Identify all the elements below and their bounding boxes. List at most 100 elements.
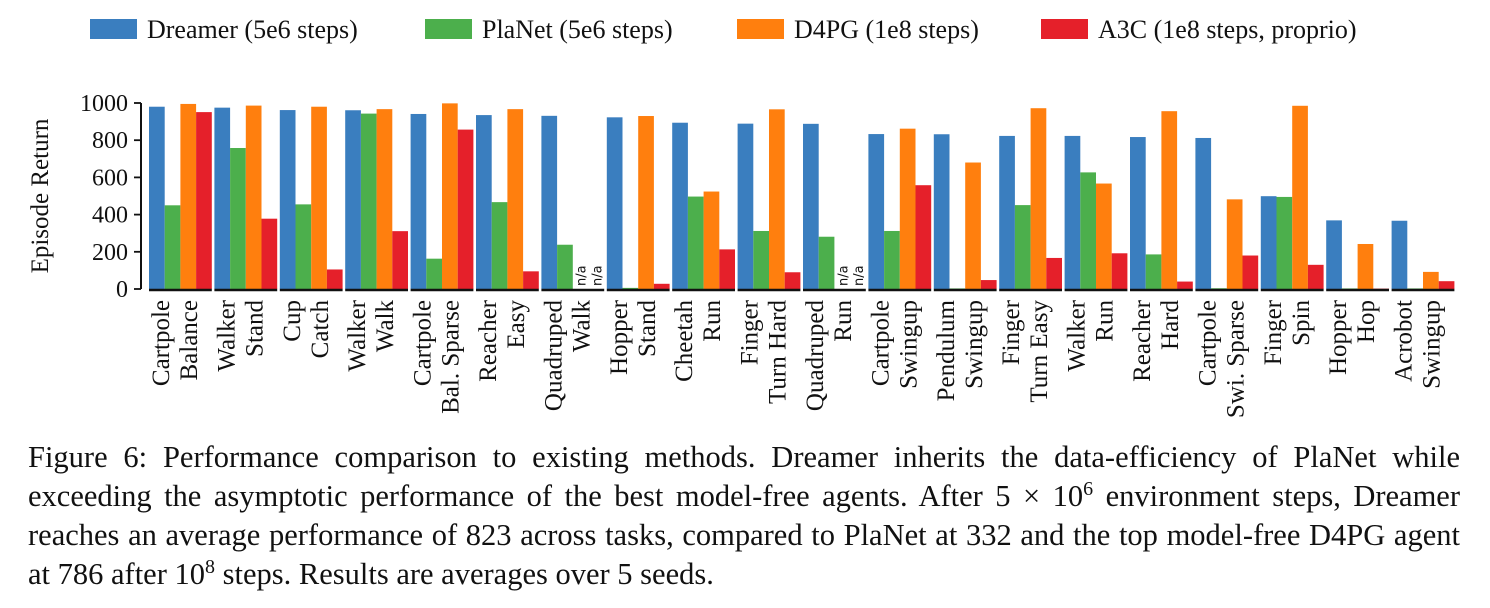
category-label-13-line-1: Pendulum: [933, 299, 960, 401]
bar-1-15: [1064, 135, 1081, 289]
category-label-17-line-1: Cartpole: [1194, 300, 1221, 386]
category-label-15-line-1: Walker: [1064, 299, 1091, 371]
bar-2-7: [557, 244, 573, 289]
bar-2-10: [753, 230, 769, 289]
bar-3-1: [180, 103, 197, 290]
category-label-4-line-2: Walk: [372, 300, 399, 353]
y-tick-label-400: 400: [92, 203, 128, 229]
bar-2-1: [164, 205, 181, 289]
bar-3-16: [1161, 111, 1178, 290]
bar-4-3: [326, 269, 343, 289]
caption-text-2: environment steps, Dreamer reaches an av…: [28, 479, 1460, 591]
bar-3-9: [703, 191, 720, 289]
category-label-14-line-1: Finger: [998, 299, 1025, 365]
bar-3-4: [376, 109, 393, 289]
bar-1-5: [410, 113, 427, 289]
bar-3-10: [769, 109, 785, 289]
category-label-6-line-2: Easy: [503, 300, 530, 349]
category-label-5-line-1: Cartpole: [410, 300, 437, 386]
bar-chart: Dreamer (5e6 steps) PlaNet (5e6 steps) D4P…: [27, 15, 1455, 418]
legend-swatch-4: [1041, 19, 1088, 39]
bar-4-1: [196, 112, 212, 289]
bar-4-10: [784, 272, 801, 289]
bar-3-13: [965, 162, 981, 289]
category-label-5-line-2: Bal. Sparse: [438, 300, 465, 414]
category-label-3-line-2: Catch: [307, 300, 334, 359]
bar-4-6: [523, 271, 539, 289]
bar-2-14: [1014, 205, 1031, 289]
category-label-19-line-2: Hop: [1353, 300, 1380, 343]
bar-1-3: [279, 110, 296, 289]
bar-3-8: [638, 116, 654, 290]
bar-1-13: [933, 134, 950, 289]
bar-2-17: [1211, 288, 1227, 289]
bar-3-5: [442, 103, 458, 290]
bar-4-14: [1046, 257, 1062, 289]
bar-4-13: [980, 280, 997, 289]
bar-2-13: [949, 288, 966, 289]
bar-3-6: [507, 109, 524, 289]
na-label-4-7: n/a: [590, 265, 605, 286]
bar-3-20: [1423, 271, 1439, 289]
category-label-15-line-2: Run: [1092, 300, 1119, 342]
bar-1-14: [999, 135, 1015, 289]
bar-1-18: [1260, 196, 1277, 289]
legend-label-4: A3C (1e8 steps, proprio): [1098, 15, 1357, 44]
bar-1-4: [345, 110, 361, 289]
bar-2-15: [1080, 172, 1096, 289]
legend-label-2: PlaNet (5e6 steps): [482, 15, 673, 44]
bar-1-2: [214, 107, 231, 290]
bar-3-2: [245, 105, 262, 289]
category-label-16-line-1: Reacher: [1129, 299, 1156, 382]
legend-swatch-3: [737, 19, 784, 39]
bar-1-19: [1326, 220, 1342, 289]
category-label-11-line-1: Quadruped: [802, 300, 829, 412]
category-label-18-line-2: Spin: [1288, 300, 1315, 346]
bar-4-12: [915, 185, 932, 289]
category-label-11-line-2: Run: [830, 300, 857, 342]
category-label-8-line-2: Stand: [634, 300, 661, 357]
category-label-3-line-1: Cup: [279, 300, 306, 342]
y-tick-label-1000: 1000: [80, 91, 128, 117]
bar-1-10: [737, 123, 754, 290]
bar-1-8: [606, 117, 623, 289]
y-tick-label-800: 800: [92, 128, 128, 154]
bar-3-3: [311, 106, 327, 289]
bar-3-19: [1357, 243, 1374, 289]
category-label-20-line-2: Swingup: [1419, 300, 1446, 389]
bar-2-11: [818, 236, 835, 289]
category-label-7-line-2: Walk: [568, 300, 595, 353]
bar-2-12: [884, 230, 900, 289]
legend-label-1: Dreamer (5e6 steps): [147, 15, 358, 44]
bar-2-3: [295, 204, 312, 289]
bar-3-18: [1292, 105, 1308, 289]
category-label-10-line-2: Turn Hard: [765, 300, 792, 404]
bar-4-2: [261, 218, 278, 289]
category-label-4-line-1: Walker: [344, 299, 371, 371]
bar-4-4: [392, 231, 408, 289]
bar-2-20: [1407, 288, 1423, 289]
category-label-18-line-1: Finger: [1260, 299, 1287, 365]
caption-text-3: steps. Results are averages over 5 seeds…: [215, 557, 714, 591]
legend-label-3: D4PG (1e8 steps): [794, 15, 979, 44]
bar-1-20: [1391, 220, 1408, 289]
na-label-4-11: n/a: [852, 265, 867, 286]
bar-2-18: [1276, 196, 1293, 289]
bar-2-2: [230, 148, 246, 289]
bar-4-17: [1242, 255, 1259, 289]
figure-caption: Figure 6: Performance comparison to exis…: [28, 438, 1460, 594]
category-label-8-line-1: Hopper: [606, 299, 633, 375]
bar-4-5: [457, 129, 474, 289]
category-label-9-line-1: Cheetah: [671, 300, 698, 382]
bar-2-5: [426, 258, 442, 289]
y-axis-label: Episode Return: [27, 118, 54, 273]
bar-4-20: [1438, 281, 1455, 289]
bar-2-16: [1145, 254, 1162, 289]
bar-1-7: [541, 115, 558, 289]
caption-text-1: Performance comparison to existing metho…: [28, 440, 1460, 513]
category-label-14-line-2: Turn Easy: [1026, 300, 1053, 403]
bar-2-8: [622, 287, 639, 289]
category-label-1-line-2: Balance: [176, 300, 203, 381]
category-label-12-line-1: Cartpole: [867, 300, 894, 386]
bar-4-8: [653, 283, 670, 289]
